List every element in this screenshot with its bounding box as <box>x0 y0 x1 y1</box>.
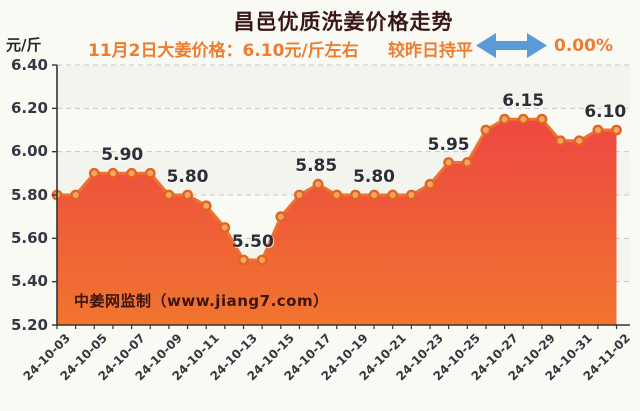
data-point-marker <box>611 124 622 136</box>
data-point-marker <box>555 135 566 147</box>
chart-subtitle: 11月2日大姜价格：6.10元/斤左右 <box>88 41 359 61</box>
data-point-marker <box>349 189 361 201</box>
data-point-marker <box>126 167 138 179</box>
data-label: 6.15 <box>502 91 545 112</box>
data-point-marker <box>238 254 249 266</box>
y-axis-tick-label: 5.20 <box>10 315 48 334</box>
data-label: 5.50 <box>231 232 274 252</box>
data-point-marker <box>219 222 231 233</box>
data-point-marker <box>275 211 287 223</box>
data-point-marker <box>499 113 510 125</box>
chart-title: 昌邑优质洗姜价格走势 <box>233 10 454 34</box>
data-label: 5.80 <box>353 167 396 187</box>
data-point-marker <box>480 124 492 136</box>
y-axis-tick-label: 5.80 <box>10 185 48 204</box>
data-point-marker <box>536 113 548 125</box>
y-axis-tick-label: 6.40 <box>10 55 48 74</box>
data-label: 5.95 <box>427 134 470 155</box>
y-axis-unit-label: 元/斤 <box>6 36 42 54</box>
data-point-marker <box>70 189 82 201</box>
data-point-marker <box>88 167 100 179</box>
data-point-marker <box>293 189 305 201</box>
data-point-marker <box>200 200 212 212</box>
comparison-label: 较昨日持平 <box>388 41 473 61</box>
data-point-marker <box>331 189 343 201</box>
data-label: 5.85 <box>295 156 338 177</box>
data-point-marker <box>387 189 399 201</box>
data-point-marker <box>312 178 324 190</box>
y-axis-tick-label: 5.40 <box>10 272 48 291</box>
data-point-marker <box>256 254 268 266</box>
data-point-marker <box>461 157 473 168</box>
data-point-marker <box>182 189 194 201</box>
flat-trend-arrow-icon <box>476 33 547 58</box>
data-label: 6.10 <box>584 102 627 122</box>
data-point-marker <box>368 189 380 201</box>
data-label: 5.90 <box>101 145 144 166</box>
data-point-marker <box>107 167 119 179</box>
data-point-marker <box>144 167 156 179</box>
data-point-marker <box>573 135 585 147</box>
y-axis-tick-label: 6.20 <box>10 98 48 117</box>
price-area-fill <box>57 119 617 325</box>
data-point-marker <box>443 157 454 168</box>
comparison-value: 0.00% <box>554 36 613 56</box>
data-point-marker <box>424 178 436 190</box>
data-point-marker <box>163 189 175 201</box>
data-point-marker <box>517 113 529 125</box>
y-axis-tick-label: 6.00 <box>10 142 48 161</box>
data-label: 5.80 <box>166 167 209 187</box>
data-point-marker <box>592 124 604 136</box>
data-point-marker <box>405 189 417 201</box>
y-axis-tick-label: 5.60 <box>10 228 48 247</box>
watermark: 中姜网监制（www.jiang7.com） <box>74 292 329 310</box>
